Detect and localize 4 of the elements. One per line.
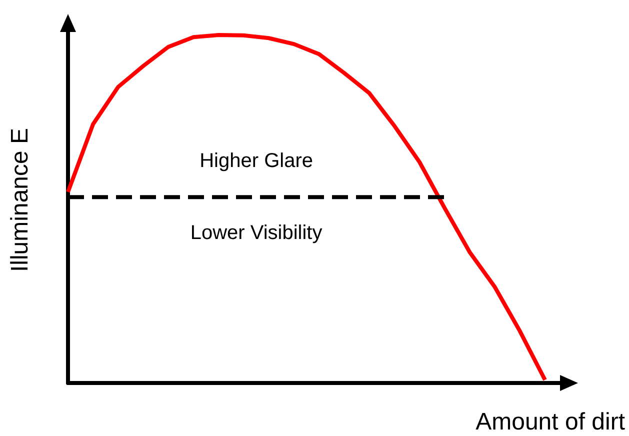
annotation: Lower Visibility [190,222,322,244]
x-axis-title: Amount of dirt [476,408,626,436]
annotation: Higher Glare [200,150,313,172]
y-axis-title: Illuminance E [6,128,34,272]
